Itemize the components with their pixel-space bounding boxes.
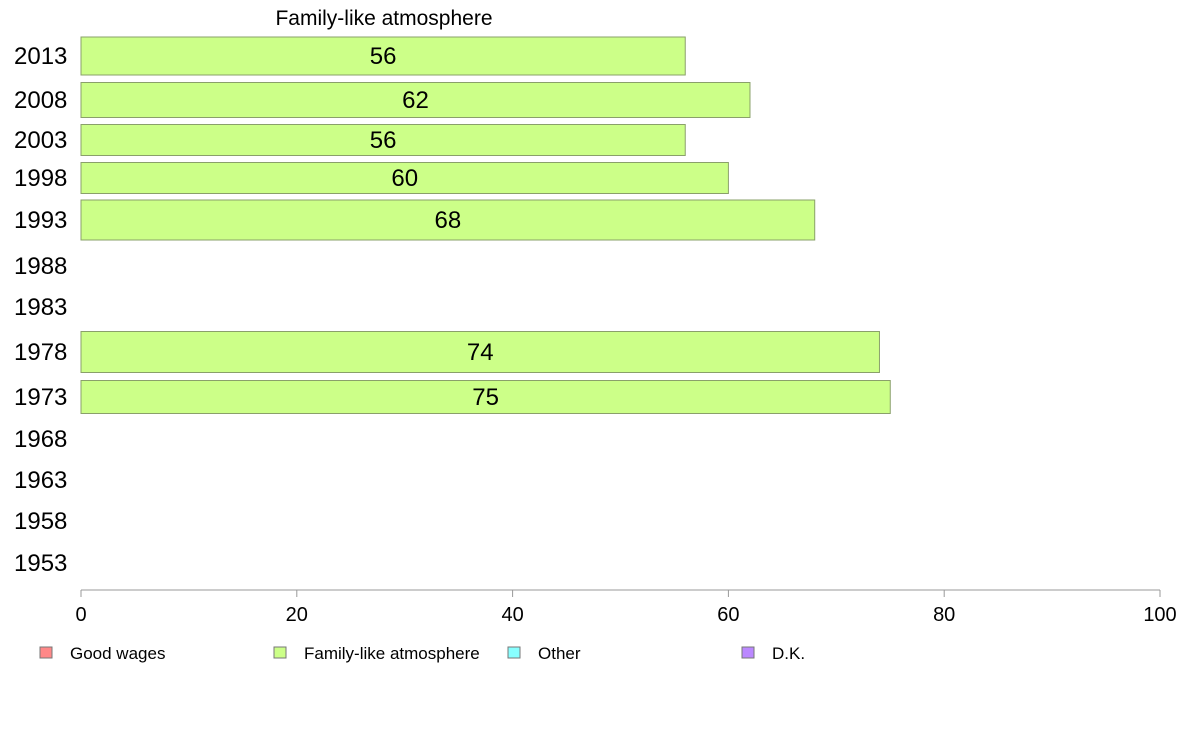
x-tick-label: 0 — [75, 604, 86, 626]
bar-value-label-2013: 56 — [370, 43, 397, 70]
bar-1978 — [80, 331, 880, 373]
bar-2003 — [80, 124, 686, 156]
bar-1998 — [80, 162, 729, 194]
bar-value-label-2008: 62 — [402, 87, 429, 114]
x-tick-label: 80 — [933, 604, 955, 626]
legend-swatch — [273, 646, 287, 659]
bar-2013 — [80, 36, 686, 76]
x-tick-label: 60 — [717, 604, 739, 626]
legend-label: Family-like atmosphere — [304, 644, 480, 663]
category-label-1953: 1953 — [14, 550, 67, 577]
legend-swatch — [507, 646, 521, 659]
bar-1993 — [80, 199, 816, 241]
category-label-2013: 2013 — [14, 43, 67, 70]
category-labels: 2013 2008 2003 1998 1993 1988 1983 1978 1973 1968… — [14, 43, 67, 577]
bar-value-label-1993: 68 — [435, 207, 462, 234]
category-label-2008: 2008 — [14, 87, 67, 114]
category-label-1978: 1978 — [14, 339, 67, 366]
x-axis: 0 20 40 60 80 100 — [75, 589, 1177, 626]
category-label-1968: 1968 — [14, 426, 67, 453]
legend-label: D.K. — [772, 644, 805, 663]
category-label-1993: 1993 — [14, 207, 67, 234]
bar-2008 — [80, 82, 751, 118]
bar-1973 — [80, 380, 891, 414]
bar-value-label-1973: 75 — [472, 384, 499, 411]
category-label-1998: 1998 — [14, 165, 67, 192]
category-label-1963: 1963 — [14, 467, 67, 494]
legend-swatch — [39, 646, 53, 659]
bars — [80, 36, 891, 414]
chart-title: Family-like atmosphere — [275, 7, 492, 30]
category-label-1988: 1988 — [14, 253, 67, 280]
category-label-1983: 1983 — [14, 294, 67, 321]
category-label-1958: 1958 — [14, 508, 67, 535]
x-tick-label: 20 — [286, 604, 308, 626]
bar-value-label-1998: 60 — [391, 165, 418, 192]
bar-value-label-2003: 56 — [370, 127, 397, 154]
legend-label: Other — [538, 644, 581, 663]
bar-value-label-1978: 74 — [467, 339, 494, 366]
category-label-1973: 1973 — [14, 384, 67, 411]
x-tick-label: 40 — [501, 604, 523, 626]
x-tick-label: 100 — [1143, 604, 1176, 626]
legend-label: Good wages — [70, 644, 165, 663]
legend: Good wages Family-like atmosphere Other D.K… — [39, 644, 805, 663]
category-label-2003: 2003 — [14, 127, 67, 154]
legend-swatch — [741, 646, 755, 659]
